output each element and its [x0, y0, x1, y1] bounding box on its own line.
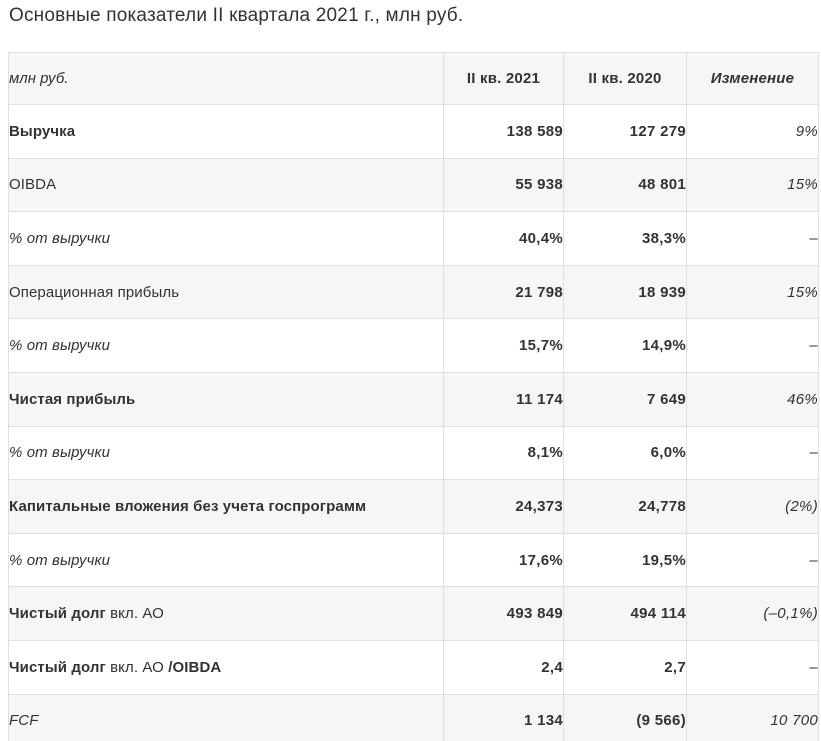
value-change: 15%	[686, 264, 819, 320]
value-q2-2020: 38,3%	[563, 211, 687, 266]
row-label: Операционная прибыль	[8, 264, 444, 320]
value-q2-2021: 11 174	[443, 371, 564, 427]
value-change: –	[686, 532, 819, 588]
row-label-part: Выручка	[9, 122, 76, 140]
row-label-part: вкл. АО	[105, 658, 169, 676]
row-label-part: Чистая прибыль	[9, 390, 136, 408]
header-q2-2021: II кв. 2021	[443, 52, 564, 105]
value-q2-2020: 48 801	[563, 157, 687, 213]
row-label-part: % от выручки	[9, 551, 111, 569]
key-indicators-table: млн руб. II кв. 2021 II кв. 2020 Изменен…	[8, 52, 819, 741]
value-q2-2020: 2,7	[563, 639, 687, 695]
value-q2-2021: 55 938	[443, 157, 564, 213]
row-label-part: вкл. АО	[105, 605, 164, 623]
value-q2-2021: 1 134	[443, 693, 564, 741]
row-label: % от выручки	[8, 425, 444, 481]
value-q2-2020: 19,5%	[563, 532, 687, 588]
value-q2-2020: 7 649	[563, 371, 687, 427]
value-change: 9%	[686, 104, 819, 159]
value-change: –	[686, 425, 819, 481]
row-label-part: Капитальные вложения без учета госпрогра…	[9, 497, 367, 515]
row-label: % от выручки	[8, 318, 444, 373]
table-header-row: млн руб. II кв. 2021 II кв. 2020 Изменен…	[8, 52, 819, 105]
value-q2-2021: 8,1%	[443, 425, 564, 481]
row-label-part: /OIBDA	[168, 658, 222, 676]
header-change: Изменение	[686, 52, 819, 105]
row-label-part: % от выручки	[9, 229, 111, 247]
value-q2-2021: 21 798	[443, 264, 564, 320]
value-q2-2021: 40,4%	[443, 211, 564, 266]
value-q2-2021: 17,6%	[443, 532, 564, 588]
row-label-part: Чистый долг	[9, 605, 106, 623]
row-label-part: % от выручки	[9, 337, 111, 355]
row-label: OIBDA	[8, 157, 444, 213]
value-q2-2020: (9 566)	[563, 693, 687, 741]
value-q2-2020: 6,0%	[563, 425, 687, 481]
table-row: Чистый долг вкл. АО /OIBDA 2,4 2,7–	[8, 639, 819, 695]
row-label: Чистый долг вкл. АО /OIBDA	[8, 639, 444, 695]
header-q2-2020: II кв. 2020	[563, 52, 687, 105]
row-label-part: % от выручки	[9, 444, 111, 462]
row-label-part: FCF	[9, 712, 39, 730]
page-title: Основные показатели II квартала 2021 г.,…	[9, 5, 464, 26]
table-body: Выручка 138 589 127 279 9% OIBDA 55 938 48 801…	[8, 104, 819, 741]
row-label: Чистая прибыль	[8, 371, 444, 427]
header-units: млн руб.	[8, 52, 444, 105]
value-change: (2%)	[686, 479, 819, 534]
value-change: –	[686, 211, 819, 266]
value-q2-2020: 24,778	[563, 479, 687, 534]
value-change: 10 700	[686, 693, 819, 741]
table-row: FCF 1 134 (9 566) 10 700	[8, 693, 819, 741]
value-change: –	[686, 639, 819, 695]
row-label: Капитальные вложения без учета госпрогра…	[8, 479, 444, 534]
value-change: (–0,1%)	[686, 586, 819, 641]
row-label: % от выручки	[8, 532, 444, 588]
value-q2-2021: 15,7%	[443, 318, 564, 373]
row-label: % от выручки	[8, 211, 444, 266]
table-row: Капитальные вложения без учета госпрогра…	[8, 479, 819, 534]
table-row: Операционная прибыль 21 798 18 939 15%	[8, 264, 819, 320]
value-q2-2021: 493 849	[443, 586, 564, 641]
table-row: Выручка 138 589 127 279 9%	[8, 104, 819, 159]
table-row: % от выручки 17,6% 19,5% –	[8, 532, 819, 588]
row-label-part: OIBDA	[9, 176, 57, 194]
table-row: % от выручки 40,4% 38,3% –	[8, 211, 819, 266]
value-q2-2021: 138 589	[443, 104, 564, 159]
value-change: 15%	[686, 157, 819, 213]
row-label: Чистый долг вкл. АО	[8, 586, 444, 641]
table-row: OIBDA 55 938 48 801 15%	[8, 157, 819, 213]
table-row: Чистый долг вкл. АО 493 849 494 114 (–0,1%)	[8, 586, 819, 641]
table-row: Чистая прибыль 11 174 7 649 46%	[8, 371, 819, 427]
table-row: % от выручки 15,7% 14,9% –	[8, 318, 819, 373]
value-q2-2021: 24,373	[443, 479, 564, 534]
value-q2-2020: 14,9%	[563, 318, 687, 373]
row-label-part: Чистый долг	[9, 658, 106, 676]
value-q2-2020: 494 114	[563, 586, 687, 641]
value-q2-2020: 18 939	[563, 264, 687, 320]
table-row: % от выручки 8,1% 6,0% –	[8, 425, 819, 481]
row-label: Выручка	[8, 104, 444, 159]
value-q2-2021: 2,4	[443, 639, 564, 695]
value-change: 46%	[686, 371, 819, 427]
value-change: –	[686, 318, 819, 373]
row-label-part: Операционная прибыль	[9, 283, 180, 301]
row-label: FCF	[8, 693, 444, 741]
value-q2-2020: 127 279	[563, 104, 687, 159]
